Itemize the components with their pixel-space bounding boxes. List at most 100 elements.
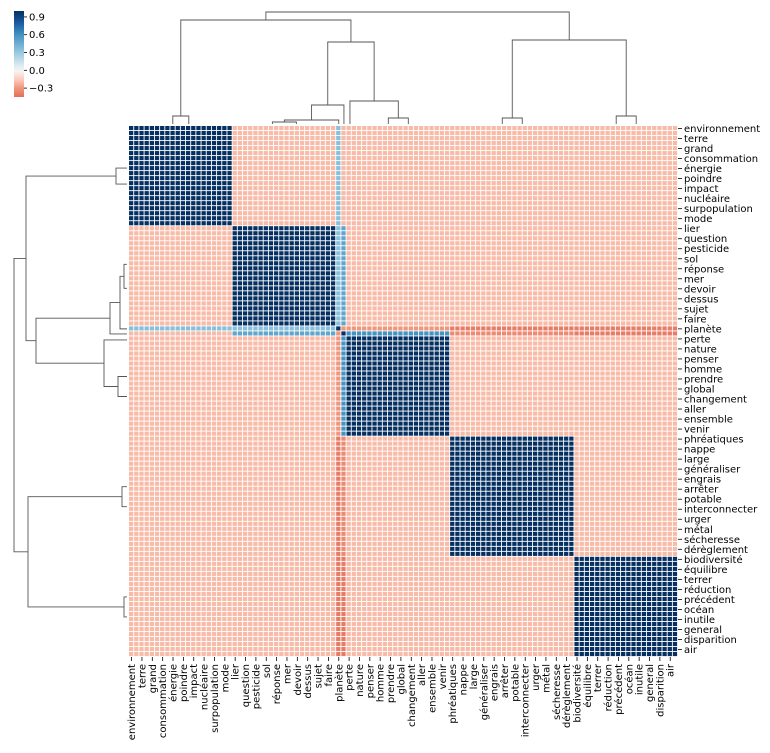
heatmap-cell	[268, 211, 274, 216]
heatmap-cell	[621, 241, 626, 246]
heatmap-cell	[263, 211, 268, 216]
dendrogram-link	[35, 317, 110, 364]
heatmap-cell	[242, 346, 248, 351]
heatmap-cell	[408, 351, 413, 356]
heatmap-cell	[532, 231, 538, 236]
heatmap-cell	[476, 291, 481, 296]
heatmap-cell	[315, 226, 320, 231]
heatmap-cell	[595, 296, 600, 301]
heatmap-cell	[589, 241, 595, 246]
heatmap-cell	[294, 246, 300, 251]
heatmap-cell	[377, 181, 382, 186]
heatmap-cell	[419, 166, 424, 171]
heatmap-cell	[636, 281, 641, 286]
heatmap-cell	[522, 196, 527, 201]
heatmap-cell	[274, 296, 279, 301]
heatmap-cell	[512, 186, 517, 191]
heatmap-cell	[553, 151, 558, 156]
heatmap-cell	[134, 156, 139, 161]
heatmap-cell	[476, 176, 481, 181]
heatmap-cell	[284, 236, 289, 241]
heatmap-cell	[206, 171, 211, 176]
heatmap-cell	[569, 146, 574, 151]
heatmap-cell	[310, 351, 315, 356]
heatmap-cell	[305, 191, 310, 196]
heatmap-cell	[139, 231, 144, 236]
heatmap-cell	[330, 211, 336, 216]
heatmap-cell	[134, 271, 139, 276]
heatmap-cell	[393, 136, 398, 141]
heatmap-cell	[439, 266, 445, 271]
heatmap-cell	[621, 181, 626, 186]
heatmap-cell	[305, 186, 310, 191]
heatmap-cell	[470, 191, 476, 196]
heatmap-cell	[600, 201, 605, 206]
heatmap-cell	[393, 181, 398, 186]
heatmap-cell	[424, 296, 429, 301]
heatmap-cell	[180, 236, 186, 241]
heatmap-cell	[532, 311, 538, 316]
heatmap-cell	[403, 246, 408, 251]
heatmap-cell	[201, 201, 206, 206]
heatmap-cell	[631, 201, 636, 206]
heatmap-cell	[621, 176, 626, 181]
heatmap-cell	[564, 301, 569, 306]
heatmap-cell	[191, 276, 196, 281]
heatmap-cell	[496, 326, 502, 331]
heatmap-cell	[232, 151, 237, 156]
heatmap-cell	[476, 216, 481, 221]
heatmap-cell	[222, 136, 227, 141]
heatmap-cell	[631, 191, 636, 196]
heatmap-cell	[605, 221, 610, 226]
heatmap-cell	[180, 181, 186, 186]
heatmap-cell	[465, 346, 470, 351]
heatmap-cell	[496, 151, 502, 156]
heatmap-cell	[351, 201, 356, 206]
heatmap-cell	[170, 131, 175, 136]
heatmap-cell	[512, 326, 517, 331]
heatmap-cell	[424, 331, 429, 336]
heatmap-cell	[165, 166, 170, 171]
heatmap-cell	[330, 231, 336, 236]
heatmap-cell	[305, 166, 310, 171]
heatmap-cell	[569, 136, 574, 141]
heatmap-cell	[341, 216, 346, 221]
heatmap-cell	[232, 311, 237, 316]
heatmap-cell	[403, 346, 408, 351]
heatmap-cell	[610, 341, 615, 346]
heatmap-cell	[206, 251, 211, 256]
heatmap-cell	[662, 156, 667, 161]
heatmap-cell	[460, 261, 465, 266]
heatmap-cell	[284, 261, 289, 266]
heatmap-cell	[615, 216, 621, 221]
heatmap-cell	[424, 241, 429, 246]
heatmap-cell	[543, 346, 548, 351]
heatmap-cell	[274, 341, 279, 346]
heatmap-cell	[274, 206, 279, 211]
heatmap-cell	[657, 321, 662, 326]
heatmap-cell	[470, 256, 476, 261]
heatmap-cell	[330, 271, 336, 276]
heatmap-cell	[248, 256, 253, 261]
heatmap-cell	[222, 176, 227, 181]
heatmap-cell	[610, 351, 615, 356]
heatmap-cell	[605, 316, 610, 321]
heatmap-cell	[589, 296, 595, 301]
heatmap-cell	[631, 226, 636, 231]
heatmap-cell	[491, 151, 496, 156]
heatmap-cell	[367, 266, 372, 271]
heatmap-cell	[589, 216, 595, 221]
heatmap-cell	[439, 336, 445, 341]
heatmap-cell	[589, 186, 595, 191]
heatmap-cell	[512, 181, 517, 186]
heatmap-cell	[305, 251, 310, 256]
heatmap-cell	[144, 356, 149, 361]
heatmap-cell	[191, 311, 196, 316]
heatmap-cell	[470, 136, 476, 141]
heatmap-cell	[185, 341, 191, 346]
heatmap-cell	[646, 146, 652, 151]
heatmap-cell	[486, 226, 491, 231]
heatmap-cell	[165, 316, 170, 321]
heatmap-cell	[564, 131, 569, 136]
heatmap-cell	[429, 136, 434, 141]
